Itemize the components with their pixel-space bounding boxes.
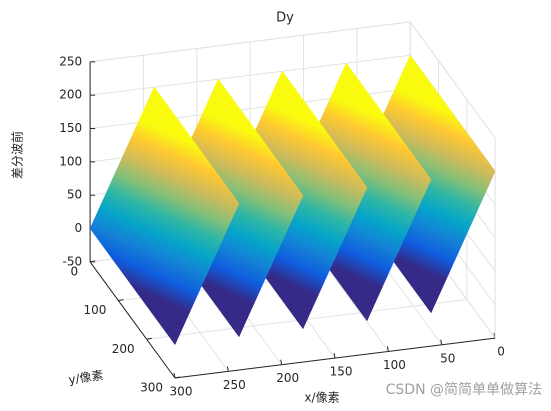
z-tick-label: 150 bbox=[59, 121, 82, 135]
y-axis bbox=[89, 261, 176, 379]
x-tick-label: 50 bbox=[440, 351, 455, 365]
x-tick-label: 0 bbox=[497, 345, 505, 359]
z-tick-label: 100 bbox=[59, 154, 82, 168]
surface-face bbox=[89, 86, 240, 346]
x-tick-label: 200 bbox=[276, 371, 299, 385]
x-axis-label: x/像素 bbox=[304, 391, 339, 405]
x-tick bbox=[280, 359, 283, 365]
x-tick-label: 100 bbox=[383, 358, 406, 372]
z-tick-label: -50 bbox=[62, 254, 82, 268]
y-tick-label: 100 bbox=[83, 303, 106, 317]
y-tick-label: 200 bbox=[112, 342, 135, 356]
x-tick-label: 150 bbox=[330, 365, 353, 379]
z-tick-label: 50 bbox=[67, 188, 82, 202]
y-tick bbox=[146, 337, 152, 340]
x-tick bbox=[333, 352, 336, 359]
z-tick-label: 250 bbox=[59, 54, 82, 68]
y-tick-label: 300 bbox=[140, 381, 163, 395]
z-tick-label: 200 bbox=[59, 88, 82, 102]
y-tick bbox=[118, 299, 124, 302]
chart-title: Dy bbox=[276, 11, 294, 26]
watermark: CSDN @简简单单做算法 bbox=[386, 381, 542, 398]
z-tick-label: 0 bbox=[74, 221, 82, 235]
x-tick bbox=[226, 366, 229, 372]
y-tick-label: 0 bbox=[70, 264, 78, 278]
x-tick-label: 300 bbox=[170, 385, 193, 399]
x-axis bbox=[174, 337, 496, 379]
y-axis-label: y/像素 bbox=[68, 368, 105, 387]
x-tick bbox=[386, 346, 389, 352]
x-tick bbox=[440, 339, 443, 345]
y-tick bbox=[90, 260, 96, 263]
z-axis-label: 差分波前 bbox=[10, 131, 25, 179]
x-tick-label: 250 bbox=[223, 378, 246, 392]
